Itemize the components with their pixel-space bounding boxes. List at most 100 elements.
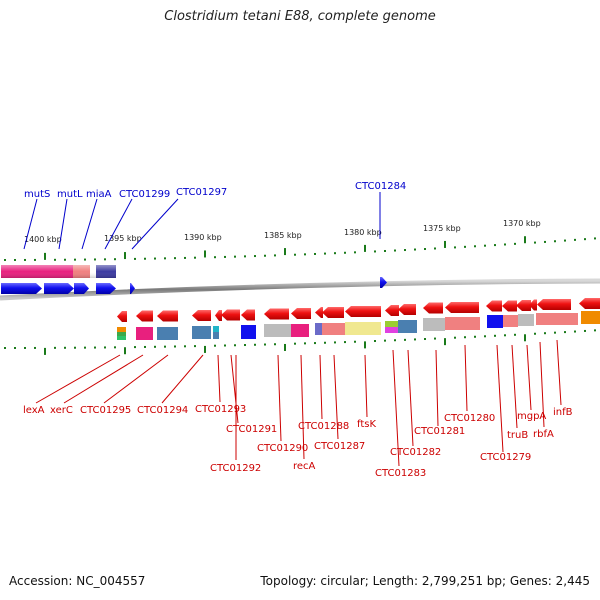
scale-tick	[564, 331, 566, 334]
gene-arrow-reverse[interactable]	[516, 300, 531, 311]
gene-arrow-forward[interactable]	[44, 283, 74, 294]
gene-label-mutL[interactable]: mutL	[57, 189, 83, 200]
scale-tick	[464, 336, 466, 339]
scale-tick	[164, 345, 166, 348]
gene-arrow-reverse[interactable]	[215, 310, 222, 321]
scale-tick	[194, 345, 196, 348]
scale-ticks-bottom	[4, 329, 596, 355]
gene-label-mgpA[interactable]: mgpA	[517, 411, 546, 422]
scale-tick	[74, 258, 76, 261]
gene-arrow-reverse[interactable]	[423, 302, 443, 314]
gene-label-CTC01281[interactable]: CTC01281	[414, 426, 465, 437]
scale-tick	[424, 338, 426, 341]
scale-tick	[254, 343, 256, 346]
gene-label-CTC01288[interactable]: CTC01288	[298, 421, 349, 432]
gene-label-CTC01299[interactable]: CTC01299	[119, 189, 170, 200]
gene-label-CTC01283[interactable]: CTC01283	[375, 468, 426, 479]
gene-arrow-reverse[interactable]	[445, 302, 479, 313]
scale-tick	[304, 342, 306, 345]
gene-label-CTC01294[interactable]: CTC01294	[137, 405, 188, 416]
scale-tick	[174, 345, 176, 348]
scale-tick	[54, 346, 56, 349]
scale-tick	[514, 242, 516, 245]
gene-arrow-reverse[interactable]	[502, 300, 517, 312]
gene-label-miaA[interactable]: miaA	[86, 189, 112, 200]
gene-label-CTC01282[interactable]: CTC01282	[390, 447, 441, 458]
gene-arrow-reverse[interactable]	[345, 306, 381, 317]
category-box	[117, 332, 126, 336]
gene-arrow-reverse[interactable]	[221, 309, 240, 321]
gene-arrow-reverse[interactable]	[315, 307, 323, 318]
category-box	[136, 327, 153, 340]
category-box	[536, 313, 578, 325]
gene-label-recA[interactable]: recA	[293, 461, 316, 472]
gene-arrow-forward[interactable]	[1, 283, 42, 294]
scale-label: 1370 kbp	[503, 219, 541, 228]
scale-tick	[64, 258, 66, 261]
scale-tick	[244, 255, 246, 258]
scale-tick	[524, 236, 526, 244]
gene-arrow-forward[interactable]	[380, 277, 387, 288]
scale-tick	[34, 258, 36, 261]
scale-tick	[64, 346, 66, 349]
scale-tick	[284, 248, 286, 256]
gene-label-CTC01291[interactable]: CTC01291	[226, 424, 277, 435]
gene-arrow-reverse[interactable]	[537, 299, 571, 310]
category-box	[291, 324, 309, 337]
gene-arrow-forward[interactable]	[130, 283, 135, 294]
gene-arrow-reverse[interactable]	[192, 310, 211, 321]
gene-label-lexA[interactable]: lexA	[23, 405, 45, 416]
genome-summary-text: Topology: circular; Length: 2,799,251 bp…	[260, 574, 590, 588]
gene-label-CTC01297[interactable]: CTC01297	[176, 187, 227, 198]
gene-label-CTC01279[interactable]: CTC01279	[480, 452, 531, 463]
gene-arrow-reverse[interactable]	[398, 304, 416, 315]
category-box	[213, 332, 219, 339]
forward-category-boxes	[1, 265, 116, 278]
scale-tick	[504, 243, 506, 246]
gene-label-CTC01280[interactable]: CTC01280	[444, 413, 495, 424]
gene-label-CTC01293[interactable]: CTC01293	[195, 404, 246, 415]
category-box	[487, 315, 503, 328]
scale-label: 1400 kbp	[24, 235, 62, 244]
gene-arrow-reverse[interactable]	[291, 308, 311, 319]
gene-arrow-reverse[interactable]	[241, 309, 255, 321]
scale-tick	[564, 239, 566, 242]
scale-tick	[194, 256, 196, 259]
scale-tick	[394, 339, 396, 342]
gene-arrow-reverse[interactable]	[385, 305, 399, 316]
gene-label-mutS[interactable]: mutS	[24, 189, 50, 200]
scale-tick	[434, 247, 436, 250]
gene-label-CTC01292[interactable]: CTC01292	[210, 463, 261, 474]
scale-tick	[154, 257, 156, 260]
gene-arrow-reverse[interactable]	[264, 308, 289, 320]
gene-label-rbfA[interactable]: rbfA	[533, 429, 554, 440]
gene-arrow-reverse[interactable]	[486, 300, 502, 312]
gene-label-CTC01290[interactable]: CTC01290	[257, 443, 308, 454]
scale-tick	[274, 343, 276, 346]
gene-arrow-forward[interactable]	[96, 283, 116, 294]
gene-arrow-reverse[interactable]	[136, 310, 153, 322]
scale-tick	[34, 346, 36, 349]
reverse-strand-genes	[117, 298, 600, 322]
gene-arrow-reverse[interactable]	[117, 311, 127, 322]
gene-label-CTC01295[interactable]: CTC01295	[80, 405, 131, 416]
gene-label-infB[interactable]: infB	[553, 407, 573, 418]
scale-labels: 1400 kbp 1395 kbp 1390 kbp 1385 kbp 1380…	[24, 219, 541, 244]
gene-label-truB[interactable]: truB	[507, 430, 528, 441]
scale-tick	[424, 248, 426, 251]
gene-arrow-forward[interactable]	[74, 283, 89, 294]
gene-arrow-reverse[interactable]	[157, 310, 178, 322]
gene-label-xerC[interactable]: xerC	[50, 405, 73, 416]
scale-tick	[534, 332, 536, 335]
scale-tick	[394, 249, 396, 252]
gene-arrow-reverse[interactable]	[579, 298, 600, 309]
gene-arrow-reverse[interactable]	[322, 307, 344, 318]
gene-label-CTC01284[interactable]: CTC01284	[355, 181, 406, 192]
scale-tick	[184, 256, 186, 259]
accession-text: Accession: NC_004557	[9, 574, 146, 588]
gene-arrow-reverse[interactable]	[529, 299, 537, 311]
scale-tick	[314, 252, 316, 255]
gene-label-ftsK[interactable]: ftsK	[357, 419, 376, 430]
category-box	[518, 314, 534, 326]
gene-label-CTC01287[interactable]: CTC01287	[314, 441, 365, 452]
